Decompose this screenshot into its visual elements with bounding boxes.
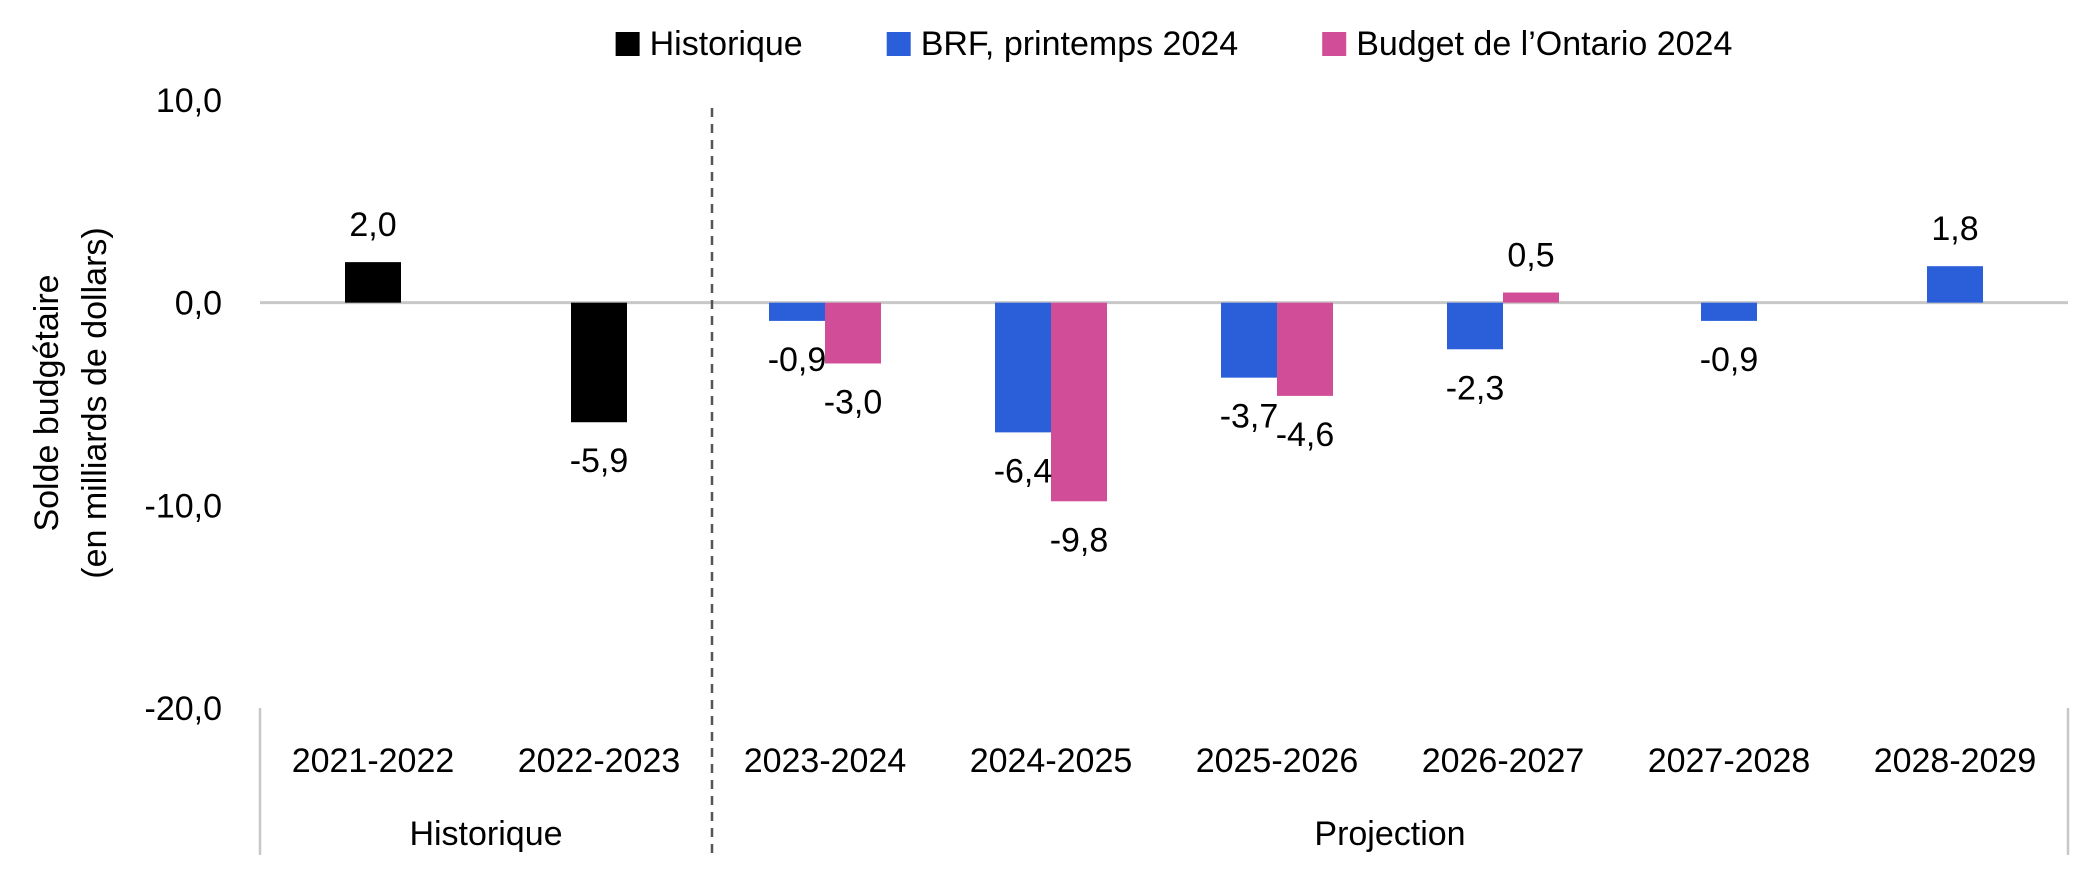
y-tick-label: -20,0 — [145, 690, 223, 728]
bar-budget-de-l-ontario-2024-2024-2025 — [1051, 302, 1107, 502]
data-label-budget-de-l-ontario-2024-2024-2025: -9,8 — [1050, 521, 1109, 559]
bar-historique-2021-2022 — [345, 262, 401, 303]
bar-budget-de-l-ontario-2024-2026-2027 — [1503, 292, 1559, 303]
y-axis-title-line1: Solde budgétaire — [28, 274, 66, 531]
x-category-label: 2025-2026 — [1196, 742, 1359, 780]
legend-item-budget-de-l-ontario-2024: Budget de l’Ontario 2024 — [1322, 25, 1732, 63]
data-label-budget-de-l-ontario-2024-2026-2027: 0,5 — [1507, 237, 1554, 275]
legend: Historique BRF, printemps 2024 Budget de l… — [615, 25, 1732, 63]
bar-brf-printemps-2024-2026-2027 — [1447, 302, 1503, 350]
x-category-label: 2027-2028 — [1648, 742, 1811, 780]
x-category-label: 2028-2029 — [1874, 742, 2037, 780]
y-axis-title: Solde budgétaire (en milliards de dollar… — [28, 227, 114, 578]
bars — [345, 262, 1983, 502]
x-category-label: 2024-2025 — [970, 742, 1133, 780]
data-label-historique-2021-2022: 2,0 — [349, 206, 396, 244]
legend-label: Historique — [650, 25, 803, 63]
bar-budget-de-l-ontario-2024-2023-2024 — [825, 302, 881, 364]
data-label-brf-printemps-2024-2024-2025: -6,4 — [994, 452, 1053, 490]
y-tick-label: 0,0 — [175, 285, 222, 323]
x-category-label: 2026-2027 — [1422, 742, 1585, 780]
y-axis-ticks: 10,0 0,0 -10,0 -20,0 — [145, 82, 223, 728]
legend-swatch — [615, 32, 640, 56]
data-label-brf-printemps-2024-2023-2024: -0,9 — [768, 341, 827, 379]
data-label-brf-printemps-2024-2025-2026: -3,7 — [1220, 398, 1279, 436]
axis-lines — [258, 108, 2070, 855]
data-label-budget-de-l-ontario-2024-2023-2024: -3,0 — [824, 383, 883, 421]
data-label-brf-printemps-2024-2028-2029: 1,8 — [1931, 210, 1978, 248]
legend-label: Budget de l’Ontario 2024 — [1356, 25, 1732, 63]
x-category-label: 2023-2024 — [744, 742, 907, 780]
x-group-label-projection: Projection — [1314, 815, 1465, 853]
x-group-label-historique: Historique — [409, 815, 562, 853]
x-category-label: 2022-2023 — [518, 742, 681, 780]
bar-brf-printemps-2024-2028-2029 — [1927, 266, 1983, 303]
y-tick-label: 10,0 — [156, 82, 222, 120]
data-label-budget-de-l-ontario-2024-2025-2026: -4,6 — [1276, 416, 1335, 454]
bar-brf-printemps-2024-2023-2024 — [769, 302, 825, 321]
bar-historique-2022-2023 — [571, 302, 627, 423]
data-label-brf-printemps-2024-2026-2027: -2,3 — [1446, 369, 1505, 407]
y-axis-title-line2: (en milliards de dollars) — [76, 227, 114, 578]
legend-label: BRF, printemps 2024 — [921, 25, 1239, 63]
x-axis-labels: 2021-2022 2022-2023 2023-2024 2024-2025 2025… — [292, 742, 2037, 853]
y-tick-label: -10,0 — [145, 487, 223, 525]
x-category-label: 2021-2022 — [292, 742, 455, 780]
data-label-historique-2022-2023: -5,9 — [570, 442, 629, 480]
data-labels: 2,0 -5,9 -0,9 -3,0 -6,4 -9,8 -3,7-4,6 -2,3 0,5 -0… — [349, 206, 1978, 559]
legend-item-brf-printemps-2024: BRF, printemps 2024 — [886, 25, 1239, 63]
bar-brf-printemps-2024-2027-2028 — [1701, 302, 1757, 321]
bar-brf-printemps-2024-2025-2026 — [1221, 302, 1277, 378]
bar-brf-printemps-2024-2024-2025 — [995, 302, 1051, 433]
legend-item-historique: Historique — [615, 25, 803, 63]
legend-swatch — [1322, 32, 1347, 56]
bar-budget-de-l-ontario-2024-2025-2026 — [1277, 302, 1333, 396]
data-label-brf-printemps-2024-2027-2028: -0,9 — [1700, 341, 1759, 379]
legend-swatch — [886, 32, 911, 56]
